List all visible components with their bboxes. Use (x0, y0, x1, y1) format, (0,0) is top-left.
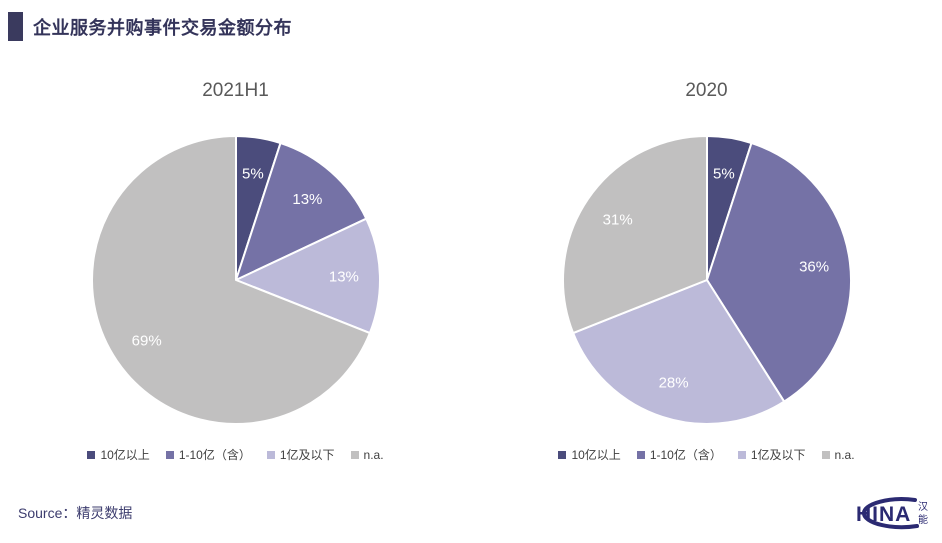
pie-slice-1亿及以下 (571, 279, 785, 425)
pie-slice-n.a. (90, 135, 371, 425)
legend-swatch-icon (558, 450, 567, 459)
page-title: 企业服务并购事件交易金额分布 (33, 17, 292, 38)
logo-swoosh-c-icon (861, 497, 919, 530)
legend-swatch-icon (165, 450, 174, 459)
legend-label: 10亿以上 (100, 448, 150, 462)
pie-slice-1-10亿（含） (234, 142, 367, 281)
charts-row: 2021H1 5% 13% 13% 69% 10亿以上 1-10亿（含） 1亿及以下 n.a. 2… (0, 60, 942, 463)
legend-item-n.a.: n.a. (821, 447, 855, 462)
pie-plot-2020: 5% 36% 28% 31% (561, 135, 852, 425)
chart-title: 2020 (685, 80, 728, 101)
legend-item-1亿及以下: 1亿及以下 (266, 446, 335, 463)
legend-swatch-icon (821, 450, 830, 459)
pie-slice-label: 13% (328, 269, 358, 286)
legend-item-1亿及以下: 1亿及以下 (737, 446, 806, 463)
legend-swatch-icon (266, 450, 275, 459)
chart-legend: 10亿以上 1-10亿（含） 1亿及以下 n.a. (558, 446, 855, 463)
legend-item-10亿以上: 10亿以上 (558, 446, 621, 463)
source-note: Source：精灵数据 (18, 505, 133, 521)
legend-label: 1亿及以下 (279, 448, 335, 462)
legend-label: n.a. (834, 447, 855, 462)
pie-chart-2021H1: 2021H1 5% 13% 13% 69% 10亿以上 1-10亿（含） 1亿及以下 n.a. (0, 60, 471, 463)
legend-item-1-10亿（含）: 1-10亿（含） (165, 446, 251, 463)
pie-chart-2020: 2020 5% 36% 28% 31% 10亿以上 1-10亿（含） 1亿及以下 n.a. (471, 60, 942, 463)
legend-swatch-icon (737, 450, 746, 459)
legend-label: 10亿以上 (571, 448, 621, 462)
logo-cn-bottom: 能 (918, 513, 928, 526)
pie-plot-2021H1: 5% 13% 13% 69% (90, 135, 381, 425)
pie-slice-n.a. (561, 135, 708, 335)
legend-swatch-icon (350, 450, 359, 459)
pie-slice-label: 5% (242, 165, 264, 182)
title-accent-bar (8, 12, 23, 41)
pie-slice-label: 36% (799, 259, 829, 276)
pie-slice-label: 13% (292, 191, 322, 208)
pie-slice-label: 28% (658, 375, 688, 392)
logo-cn-top: 汉 (918, 501, 928, 513)
legend-swatch-icon (87, 450, 96, 459)
legend-label: 1-10亿（含） (178, 448, 251, 462)
legend-label: n.a. (363, 447, 384, 462)
pie-slice-1亿及以下 (234, 217, 381, 335)
legend-item-10亿以上: 10亿以上 (87, 446, 150, 463)
logo-latin-text: HINA (856, 503, 911, 526)
legend-item-n.a.: n.a. (350, 447, 384, 462)
chart-legend: 10亿以上 1-10亿（含） 1亿及以下 n.a. (87, 446, 384, 463)
pie-slice-label: 69% (131, 333, 161, 350)
legend-swatch-icon (636, 450, 645, 459)
page-header: 企业服务并购事件交易金额分布 (8, 12, 292, 41)
company-logo: HINA 汉 能 (838, 492, 934, 543)
legend-label: 1亿及以下 (750, 448, 806, 462)
chart-title: 2021H1 (202, 80, 269, 101)
pie-slice-label: 5% (713, 165, 735, 182)
pie-slice-label: 31% (602, 211, 632, 228)
pie-slice-1-10亿（含） (705, 142, 852, 403)
legend-label: 1-10亿（含） (649, 448, 722, 462)
legend-item-1-10亿（含）: 1-10亿（含） (636, 446, 722, 463)
